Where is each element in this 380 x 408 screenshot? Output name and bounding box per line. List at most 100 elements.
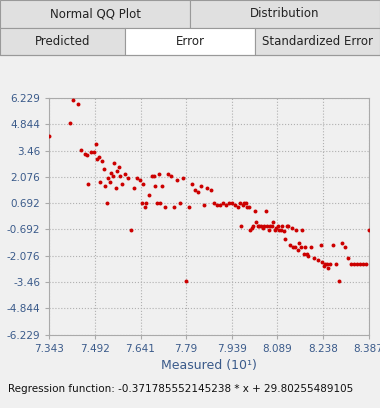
Point [152,183,158,189]
Point [264,222,270,229]
Point [296,239,302,246]
Point [325,264,331,271]
Point [82,150,88,157]
Point [247,226,253,233]
Point [302,243,308,250]
Point [236,200,242,206]
Point [204,184,211,191]
Point [195,188,201,195]
Point [122,171,128,178]
Point [240,202,246,208]
Text: Normal QQ Plot: Normal QQ Plot [49,7,141,20]
Point [301,251,307,257]
Point [267,222,273,229]
Point [183,277,189,284]
Point [253,219,260,225]
Point [279,222,285,229]
Point [322,260,328,267]
Point [220,200,226,206]
Point [107,179,113,185]
Point [88,149,94,155]
Point [134,175,140,182]
Point [299,226,305,233]
Point [113,184,119,191]
Point [354,260,360,267]
Point [116,164,122,170]
Point [149,173,155,180]
Point [282,236,288,242]
Text: Standardized Error: Standardized Error [262,35,373,48]
Point [348,260,354,267]
Point [226,200,232,206]
Point [84,152,90,159]
Point [258,222,264,229]
Point [171,204,177,210]
Point [270,219,276,225]
Point [93,141,99,147]
Point [180,175,186,182]
Point [309,243,315,250]
Point [214,202,220,208]
Point [111,160,117,166]
Point [74,101,81,107]
Point [278,226,284,233]
Point [139,200,145,206]
Point [146,192,152,199]
Point [269,222,275,229]
Point [290,243,296,250]
Point [298,243,304,250]
Point [143,200,149,206]
Point [110,173,116,180]
Point [345,255,351,261]
Point [312,255,318,261]
Text: Distribution: Distribution [250,7,320,20]
Point [201,202,207,208]
Point [114,167,120,174]
Point [305,253,311,259]
Point [315,257,321,263]
Point [360,260,366,267]
Point [321,262,327,269]
Point [235,204,241,210]
Point [174,177,180,184]
Point [177,200,183,206]
Point [243,200,249,206]
Point [211,200,217,206]
Point [162,204,168,210]
Point [108,169,114,176]
Point [339,239,345,246]
Point [327,260,333,267]
Point [336,277,342,284]
Point [94,156,100,162]
Point [342,243,348,250]
Point [217,202,223,208]
Point [78,146,84,153]
Point [157,200,163,206]
Point [272,226,278,233]
Point [137,177,143,184]
Text: Regression function: -0.371785552145238 * x + 29.80255489105: Regression function: -0.371785552145238 … [8,384,353,394]
Point [67,120,73,126]
Point [318,242,324,248]
Point [198,183,204,189]
Point [168,173,174,180]
Point [246,204,252,210]
Point [324,260,330,267]
Point [284,222,290,229]
Point [186,204,192,210]
Point [263,207,269,214]
Point [287,242,293,248]
Text: Error: Error [176,35,204,48]
Point [288,224,294,231]
Point [117,173,124,180]
Point [100,166,106,172]
Point [103,200,109,206]
Point [229,200,235,206]
Point [330,242,336,248]
Point [232,202,238,208]
Point [281,228,287,235]
Point [294,247,301,254]
Point [97,179,103,185]
Point [244,204,250,210]
Point [102,183,108,189]
